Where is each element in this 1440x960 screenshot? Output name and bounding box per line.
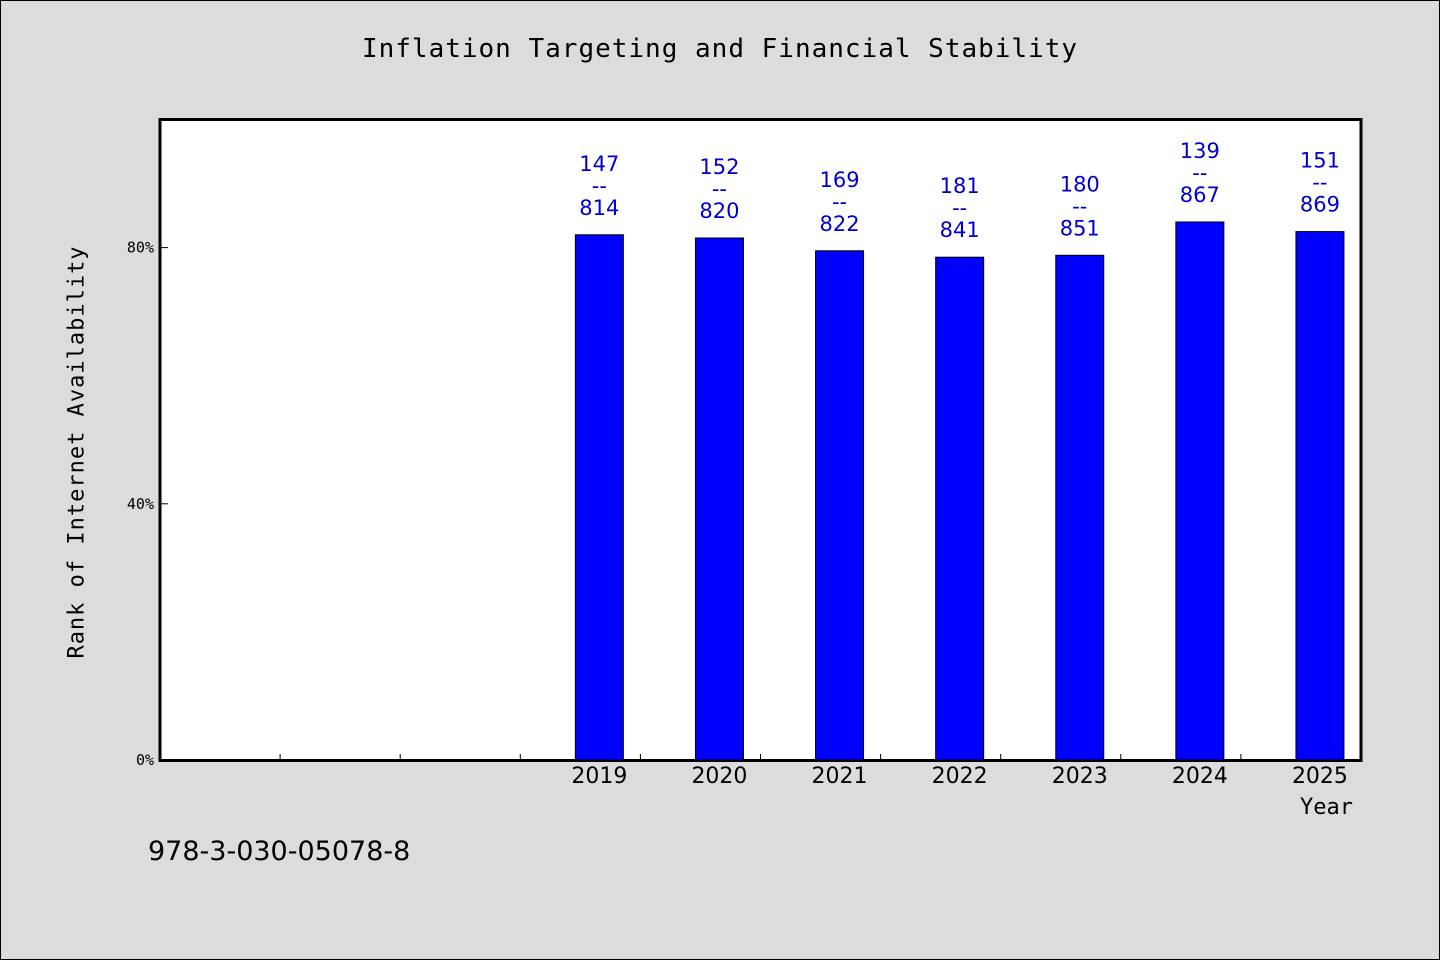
data-label: 151 <box>1300 149 1340 173</box>
y-tick-label: 0% <box>136 751 154 769</box>
data-label: 822 <box>820 212 860 236</box>
bar-2024 <box>1175 221 1225 761</box>
plot-area <box>158 118 1363 762</box>
data-label: -- <box>952 196 967 220</box>
y-tick-label: 80% <box>127 239 154 257</box>
labels-group: 147--814152--820169--822181--841180--851… <box>579 139 1340 242</box>
bar-2019 <box>574 234 624 761</box>
x-tick-label: 2022 <box>932 764 988 789</box>
bar-2022 <box>935 256 985 761</box>
data-label: 147 <box>579 152 619 176</box>
bar-2021 <box>815 250 865 761</box>
data-label: 867 <box>1180 183 1220 207</box>
bar-2025 <box>1295 231 1345 761</box>
data-label: 869 <box>1300 193 1340 217</box>
x-tick-label: 2020 <box>691 764 747 789</box>
y-tick-label: 40% <box>127 495 154 513</box>
data-label: 180 <box>1060 172 1100 196</box>
bar-2023 <box>1055 254 1105 761</box>
x-tick-label: 2025 <box>1292 764 1348 789</box>
data-label: -- <box>1192 161 1207 185</box>
data-label: 152 <box>699 155 739 179</box>
data-label: 181 <box>940 174 980 198</box>
y-axis-label: Rank of Internet Availability <box>64 245 90 659</box>
data-label: 841 <box>940 218 980 242</box>
x-tick-label: 2019 <box>571 764 627 789</box>
data-label: 814 <box>579 196 619 220</box>
bars-group <box>574 221 1345 761</box>
bar-2020 <box>694 237 744 761</box>
data-label: 139 <box>1180 139 1220 163</box>
data-label: -- <box>1072 194 1087 218</box>
data-label: -- <box>592 174 607 198</box>
ticks-group: 0% 40% 80% 2019 2020 2021 2022 2023 2024 2025 <box>127 239 1348 789</box>
data-label: 851 <box>1060 216 1100 240</box>
data-label: 820 <box>699 199 739 223</box>
x-axis-label: Year <box>1300 795 1353 820</box>
chart-title: Inflation Targeting and Financial Stabil… <box>361 34 1079 64</box>
data-label: -- <box>712 177 727 201</box>
footer-code: 978-3-030-05078-8 <box>148 836 411 867</box>
data-label: -- <box>1312 171 1327 195</box>
x-tick-label: 2024 <box>1172 764 1228 789</box>
data-label: -- <box>832 190 847 214</box>
data-label: 169 <box>820 168 860 192</box>
x-tick-label: 2023 <box>1052 764 1108 789</box>
x-tick-label: 2021 <box>812 764 868 789</box>
